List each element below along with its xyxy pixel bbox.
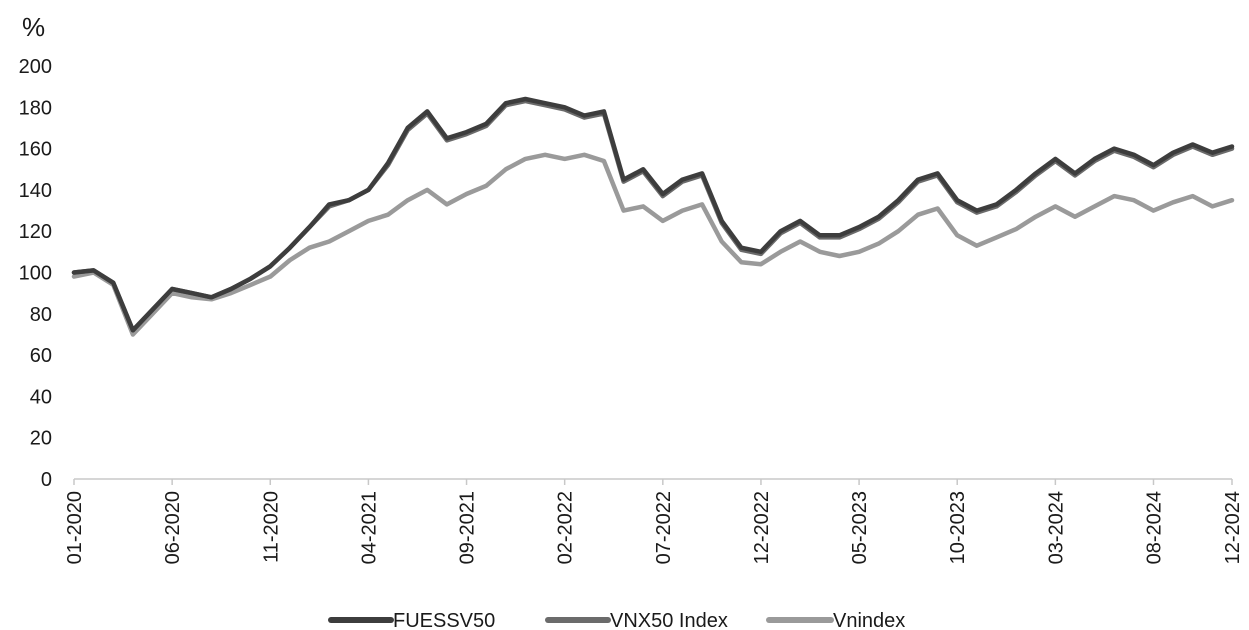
y-tick-label: 100 (19, 263, 52, 285)
legend-label: Vnindex (833, 610, 905, 630)
x-tick-label: 06-2020 (162, 491, 184, 564)
y-tick-label: 140 (19, 180, 52, 202)
x-tick-label: 02-2022 (555, 491, 577, 564)
x-tick-label: 08-2024 (1143, 491, 1165, 564)
y-tick-label: 120 (19, 221, 52, 243)
x-tick-label: 03-2024 (1045, 491, 1067, 564)
y-tick-label: 80 (30, 304, 52, 326)
legend: FUESSV50 VNX50 Index Vnindex (328, 610, 905, 630)
x-tick-label: 09-2021 (457, 491, 479, 564)
y-tick-label: 60 (30, 345, 52, 367)
x-axis: 01-2020 06-2020 11-2020 04-2021 09-2021 02-20… (64, 479, 1244, 564)
y-tick-label: 40 (30, 386, 52, 408)
y-axis: 0 20 40 60 80 100 120 140 160 180 200 (19, 56, 52, 491)
x-tick-label: 12-2024 (1222, 491, 1244, 564)
series-layer (71, 96, 1235, 337)
x-tick-label: 04-2021 (358, 491, 380, 564)
x-tick-label: 12-2022 (751, 491, 773, 564)
series-line-fuessv50 (71, 96, 1235, 333)
x-tick-label: 05-2023 (849, 491, 871, 564)
x-tick-label: 11-2020 (260, 491, 282, 563)
legend-label: FUESSV50 (393, 610, 495, 630)
x-tick-label: 10-2023 (947, 491, 969, 564)
y-tick-label: 180 (19, 97, 52, 119)
legend-label: VNX50 Index (610, 610, 728, 630)
y-tick-label: 0 (41, 469, 52, 491)
y-axis-unit-label: % (22, 12, 45, 42)
series-line-vnindex (71, 152, 1235, 337)
y-tick-label: 160 (19, 139, 52, 161)
y-tick-label: 20 (30, 428, 52, 450)
x-tick-label: 01-2020 (64, 491, 86, 564)
x-tick-label: 07-2022 (653, 491, 675, 564)
y-tick-label: 200 (19, 56, 52, 78)
